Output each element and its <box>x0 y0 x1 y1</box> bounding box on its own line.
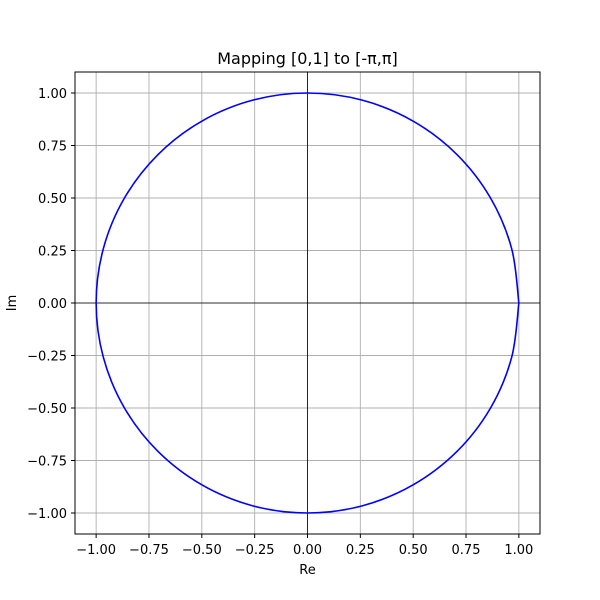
x-tick-label: 0.75 <box>452 543 481 558</box>
x-tick-label: −0.75 <box>129 543 169 558</box>
y-tick-label: 0.00 <box>38 297 67 312</box>
y-tick-label: −0.75 <box>27 455 67 470</box>
x-tick-label: −0.25 <box>235 543 275 558</box>
y-tick-label: −0.50 <box>27 402 67 417</box>
series-line-circle <box>95 92 520 514</box>
x-tick-label: −1.00 <box>76 543 116 558</box>
y-tick-label: 1.00 <box>38 87 67 102</box>
x-tick-label: 0.00 <box>293 543 322 558</box>
x-tick-label: 1.00 <box>504 543 533 558</box>
y-tick-label: −1.00 <box>27 507 67 522</box>
x-axis: −1.00 −0.75 −0.50 −0.25 0.00 0.25 0.50 0.75 1.00 <box>76 534 533 558</box>
y-tick-label: −0.25 <box>27 350 67 365</box>
series-layer <box>95 92 520 514</box>
x-tick-label: 0.50 <box>399 543 428 558</box>
x-tick-label: −0.50 <box>182 543 222 558</box>
reference-lines <box>75 72 540 534</box>
y-axis-label: Im <box>5 295 20 312</box>
y-tick-label: 0.50 <box>38 192 67 207</box>
chart-title: Mapping [0,1] to [-π,π] <box>217 49 398 68</box>
x-axis-label: Re <box>299 563 315 578</box>
x-tick-label: 0.25 <box>346 543 375 558</box>
y-tick-label: 0.75 <box>38 140 67 155</box>
y-axis: −1.00 −0.75 −0.50 −0.25 0.00 0.25 0.50 0.75 1.00 <box>27 87 75 522</box>
y-tick-label: 0.25 <box>38 245 67 260</box>
